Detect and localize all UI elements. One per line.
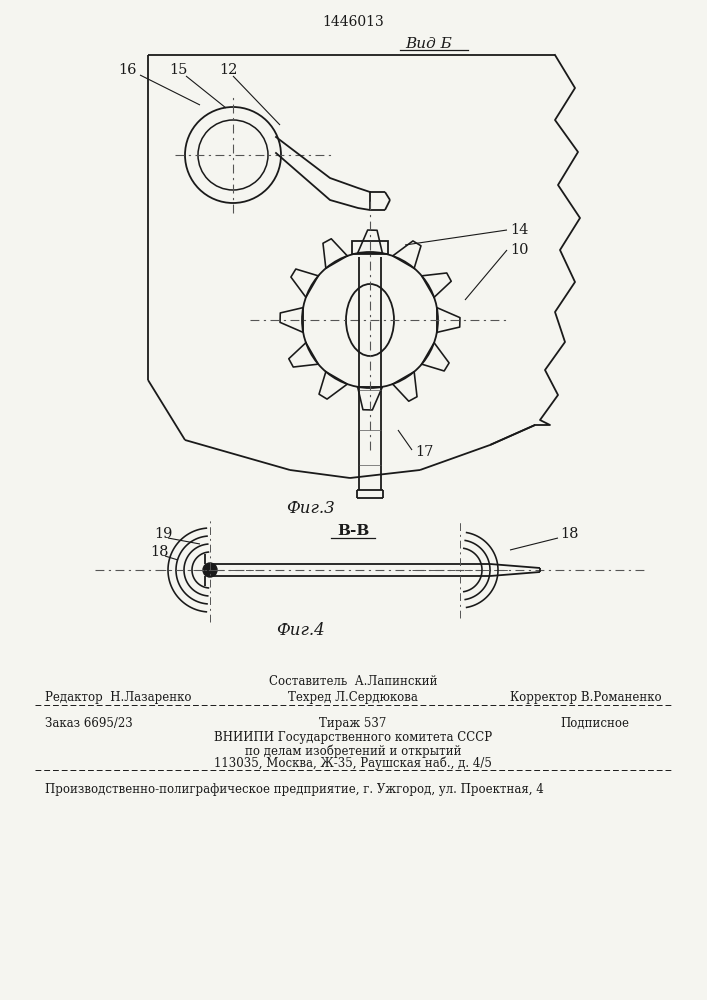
Text: 14: 14 <box>510 223 528 237</box>
Text: 1446013: 1446013 <box>322 15 384 29</box>
Text: Подписное: Подписное <box>560 717 629 730</box>
Text: 113035, Москва, Ж-35, Раушская наб., д. 4/5: 113035, Москва, Ж-35, Раушская наб., д. … <box>214 757 492 770</box>
Text: 18: 18 <box>560 527 578 541</box>
Text: 19: 19 <box>154 527 173 541</box>
Text: Производственно-полиграфическое предприятие, г. Ужгород, ул. Проектная, 4: Производственно-полиграфическое предприя… <box>45 783 544 796</box>
Text: В-В: В-В <box>337 524 369 538</box>
Text: Составитель  А.Лапинский: Составитель А.Лапинский <box>269 675 437 688</box>
Text: Редактор  Н.Лазаренко: Редактор Н.Лазаренко <box>45 691 192 704</box>
Circle shape <box>203 563 217 577</box>
Text: 16: 16 <box>118 63 136 77</box>
Text: 12: 12 <box>218 63 237 77</box>
Text: Фиг.3: Фиг.3 <box>286 500 334 517</box>
Text: 18: 18 <box>150 545 168 559</box>
Text: Корректор В.Романенко: Корректор В.Романенко <box>510 691 662 704</box>
Text: 15: 15 <box>169 63 187 77</box>
Text: Тираж 537: Тираж 537 <box>320 717 387 730</box>
Text: ВНИИПИ Государственного комитета СССР: ВНИИПИ Государственного комитета СССР <box>214 731 492 744</box>
Text: 17: 17 <box>415 445 433 459</box>
Bar <box>352 241 388 254</box>
Text: Фиг.4: Фиг.4 <box>276 622 325 639</box>
Text: Заказ 6695/23: Заказ 6695/23 <box>45 717 133 730</box>
Text: Техред Л.Сердюкова: Техред Л.Сердюкова <box>288 691 418 704</box>
Text: по делам изобретений и открытий: по делам изобретений и открытий <box>245 744 461 758</box>
Text: Вид Б: Вид Б <box>405 37 452 51</box>
Text: 10: 10 <box>510 243 529 257</box>
